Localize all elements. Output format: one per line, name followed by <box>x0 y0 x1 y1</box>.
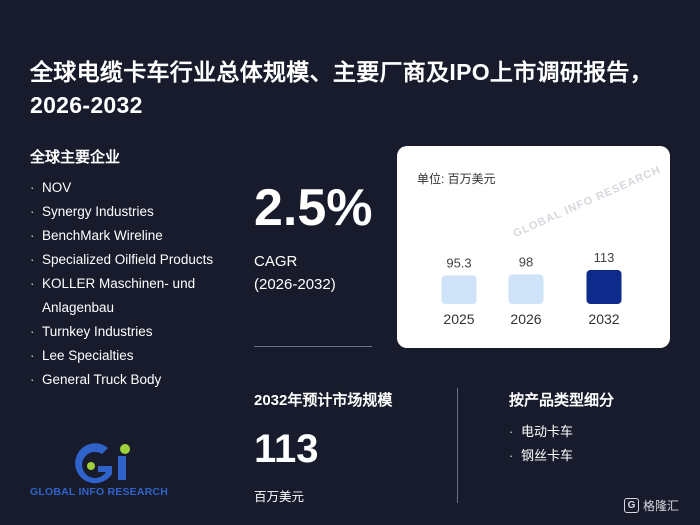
bar-category-label: 2032 <box>588 311 619 327</box>
company-item: Specialized Oilfield Products <box>30 248 220 272</box>
bar-value-label: 95.3 <box>446 255 471 270</box>
bar-category-label: 2025 <box>443 311 474 327</box>
company-item: Turnkey Industries <box>30 320 220 344</box>
company-item: General Truck Body <box>30 368 220 392</box>
gi-logo-icon <box>75 443 130 484</box>
company-item: Synergy Industries <box>30 200 220 224</box>
gir-logo: GLOBAL INFO RESEARCH <box>30 440 190 500</box>
segment-item: 电动卡车 <box>509 420 573 444</box>
bar-2025 <box>441 275 477 304</box>
segment-item: 钢丝卡车 <box>509 444 573 468</box>
company-item: KOLLER Maschinen- und Anlagenbau <box>30 272 220 320</box>
cagr-label: CAGR <box>254 253 298 270</box>
bar-2032 <box>586 270 622 304</box>
company-item: Lee Specialties <box>30 344 220 368</box>
segment-list: 电动卡车 钢丝卡车 <box>509 420 573 468</box>
brand-mark: G 格隆汇 <box>624 497 679 514</box>
market-size-value: 113 <box>254 427 319 471</box>
chart-card: 单位: 百万美元 GLOBAL INFO RESEARCH 95.3 2025 98… <box>397 146 670 348</box>
chart-unit-label: 单位: 百万美元 <box>417 172 496 186</box>
horizontal-divider <box>254 346 372 347</box>
company-item: BenchMark Wireline <box>30 224 220 248</box>
bar-category-label: 2026 <box>510 311 541 327</box>
vertical-divider <box>457 388 458 503</box>
brand-text: 格隆汇 <box>643 499 680 513</box>
bar-value-label: 113 <box>594 250 615 265</box>
report-title: 全球电缆卡车行业总体规模、主要厂商及IPO上市调研报告，2026-2032 <box>30 59 654 118</box>
companies-heading: 全球主要企业 <box>30 149 121 166</box>
cagr-period: (2026-2032) <box>254 276 336 293</box>
market-size-unit: 百万美元 <box>254 490 305 504</box>
bar-chart: 95.3 2025 98 2026 113 2032 <box>441 250 622 327</box>
market-size-heading: 2032年预计市场规模 <box>254 392 393 409</box>
bar-2026 <box>508 274 544 304</box>
cagr-value: 2.5% <box>254 179 373 237</box>
brand-badge-icon: G <box>624 498 639 513</box>
company-item: NOV <box>30 176 220 200</box>
logo-text: GLOBAL INFO RESEARCH <box>30 486 168 498</box>
cagr-label-block: CAGR (2026-2032) <box>254 250 336 296</box>
company-list: NOV Synergy Industries BenchMark Wirelin… <box>30 176 220 392</box>
segment-heading: 按产品类型细分 <box>509 392 615 409</box>
bar-value-label: 98 <box>519 255 533 270</box>
